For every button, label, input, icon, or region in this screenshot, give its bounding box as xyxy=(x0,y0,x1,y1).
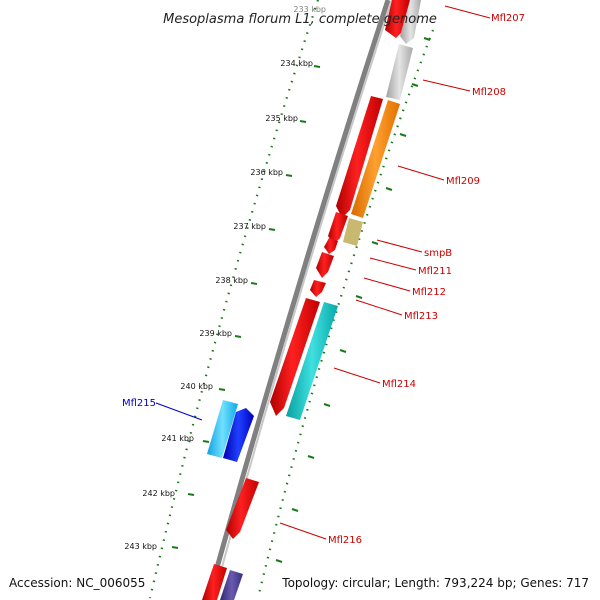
kbp-label-236: 236 kbp xyxy=(250,168,283,177)
gene-mfl211-fwd[interactable] xyxy=(316,252,334,278)
gene-mfl212-fwd[interactable] xyxy=(310,280,326,297)
kbp-label-235: 235 kbp xyxy=(265,114,298,123)
map-title: Mesoplasma florum L1, complete genome xyxy=(163,12,437,27)
gene-mfl216[interactable] xyxy=(226,478,259,539)
gene-label-mfl211[interactable]: Mfl211 xyxy=(418,266,452,277)
gene-bottom-purple[interactable] xyxy=(220,570,243,600)
gene-mfl214-teal[interactable] xyxy=(286,302,338,420)
gene-mfl214-fwd[interactable] xyxy=(270,298,320,416)
kbp-label-233: 233 kbp xyxy=(293,5,326,14)
kbp-label-234: 234 kbp xyxy=(280,59,313,68)
gene-mfl215-dark[interactable] xyxy=(223,408,254,462)
kbp-label-241: 241 kbp xyxy=(161,434,194,443)
gene-label-mfl215[interactable]: Mfl215 xyxy=(122,398,156,409)
kbp-label-240: 240 kbp xyxy=(180,382,213,391)
gene-label-mfl216[interactable]: Mfl216 xyxy=(328,535,362,546)
gene-smpb[interactable] xyxy=(343,218,363,246)
ruler-ticks-left xyxy=(171,65,321,549)
gene-bottom-red[interactable] xyxy=(202,564,227,600)
kbp-label-237: 237 kbp xyxy=(233,222,266,231)
label-leader-lines xyxy=(155,5,491,540)
gene-mfl215-light[interactable] xyxy=(207,400,238,458)
gene-label-mfl209[interactable]: Mfl209 xyxy=(446,176,480,187)
kbp-label-242: 242 kbp xyxy=(142,489,175,498)
gene-mfl209-orange[interactable] xyxy=(351,100,400,218)
ruler-labels: 233 kbp 234 kbp 235 kbp 236 kbp 237 kbp … xyxy=(124,5,326,551)
topology-text: Topology: circular; Length: 793,224 bp; … xyxy=(281,576,589,590)
gene-mfl207-gray[interactable] xyxy=(400,0,421,44)
gene-label-mfl214[interactable]: Mfl214 xyxy=(382,379,416,390)
accession-text: Accession: NC_006055 xyxy=(9,576,145,590)
gene-mfl208-gray[interactable] xyxy=(386,44,413,100)
gene-mfl209-fwd[interactable] xyxy=(328,212,348,244)
gene-mfl208[interactable] xyxy=(336,96,383,218)
gene-small-a[interactable] xyxy=(324,238,338,254)
gene-label-mfl208[interactable]: Mfl208 xyxy=(472,87,506,98)
gene-label-mfl213[interactable]: Mfl213 xyxy=(404,311,438,322)
gene-label-mfl207[interactable]: Mfl207 xyxy=(491,13,525,24)
reverse-strand-genes xyxy=(207,0,421,600)
ruler-ticks-right xyxy=(275,37,431,563)
kbp-label-239: 239 kbp xyxy=(199,329,232,338)
kbp-label-243: 243 kbp xyxy=(124,542,157,551)
gene-labels: Mfl207 Mfl208 Mfl209 smpB Mfl211 Mfl212 … xyxy=(122,13,525,546)
backbone xyxy=(205,0,391,600)
kbp-label-238: 238 kbp xyxy=(215,276,248,285)
forward-strand-genes xyxy=(202,0,410,600)
gene-label-smpb[interactable]: smpB xyxy=(424,248,452,259)
gene-label-mfl212[interactable]: Mfl212 xyxy=(412,287,446,298)
